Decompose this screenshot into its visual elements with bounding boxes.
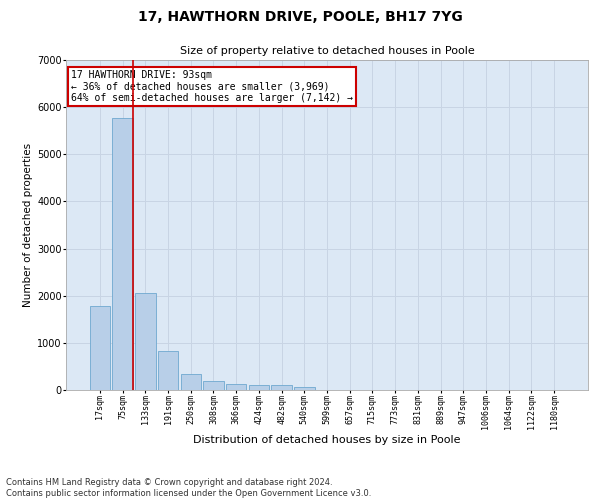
Text: 17, HAWTHORN DRIVE, POOLE, BH17 7YG: 17, HAWTHORN DRIVE, POOLE, BH17 7YG bbox=[137, 10, 463, 24]
Bar bbox=[135, 293, 155, 390]
Bar bbox=[158, 352, 178, 390]
Text: 17 HAWTHORN DRIVE: 93sqm
← 36% of detached houses are smaller (3,969)
64% of sem: 17 HAWTHORN DRIVE: 93sqm ← 36% of detach… bbox=[71, 70, 353, 103]
Bar bbox=[294, 386, 314, 390]
Bar bbox=[90, 306, 110, 390]
X-axis label: Distribution of detached houses by size in Poole: Distribution of detached houses by size … bbox=[193, 434, 461, 444]
Bar bbox=[248, 385, 269, 390]
Y-axis label: Number of detached properties: Number of detached properties bbox=[23, 143, 33, 307]
Title: Size of property relative to detached houses in Poole: Size of property relative to detached ho… bbox=[179, 46, 475, 56]
Bar bbox=[112, 118, 133, 390]
Bar bbox=[203, 381, 224, 390]
Bar bbox=[271, 385, 292, 390]
Bar bbox=[181, 374, 201, 390]
Text: Contains HM Land Registry data © Crown copyright and database right 2024.
Contai: Contains HM Land Registry data © Crown c… bbox=[6, 478, 371, 498]
Bar bbox=[226, 384, 247, 390]
